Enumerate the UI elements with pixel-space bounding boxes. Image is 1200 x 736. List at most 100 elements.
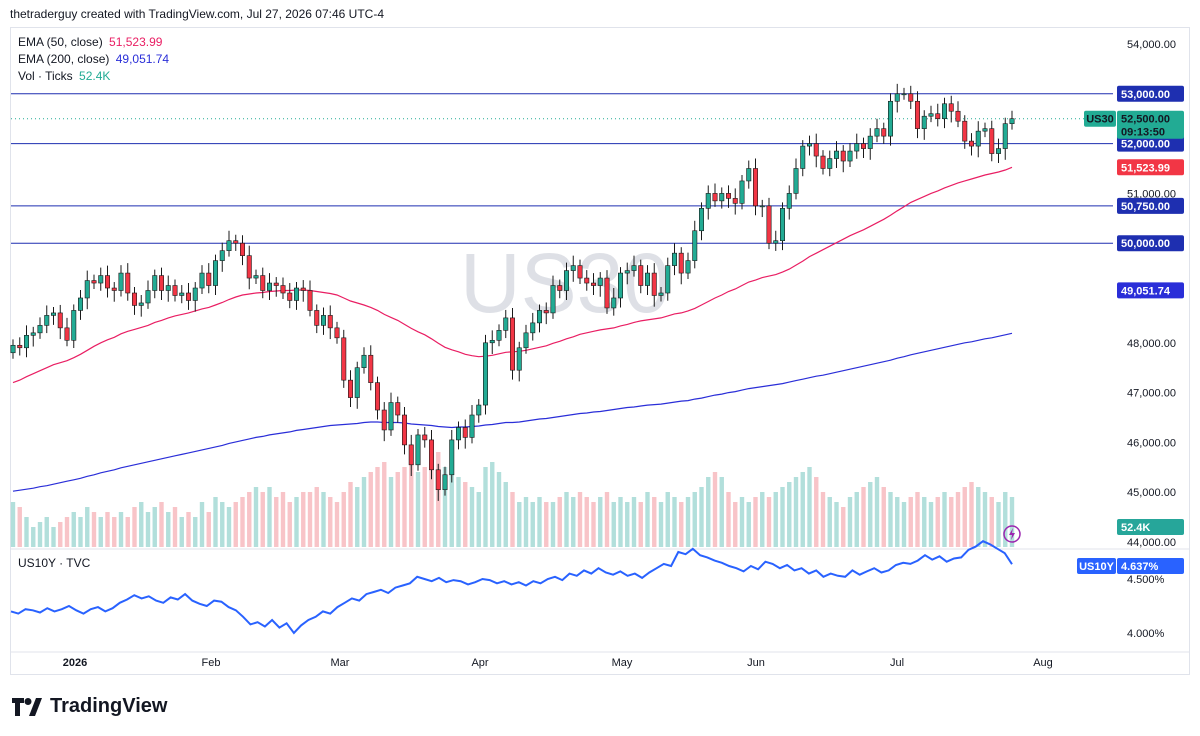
volume-bar bbox=[955, 492, 961, 547]
legend-volume[interactable]: Vol · Ticks 52.4K bbox=[18, 69, 110, 83]
volume-bar bbox=[706, 477, 711, 547]
level-badge-bg bbox=[1117, 135, 1184, 152]
us10y-value-badge-bg bbox=[1117, 558, 1184, 574]
candle-body bbox=[651, 272, 657, 296]
ema50-badge-bg bbox=[1117, 159, 1184, 176]
candle-body bbox=[327, 315, 333, 329]
volume-bar bbox=[922, 497, 927, 547]
candle-body bbox=[489, 340, 495, 344]
candle-body bbox=[368, 354, 374, 383]
candle-body bbox=[861, 143, 866, 149]
yield-tick-label: 4.000% bbox=[1127, 628, 1165, 640]
candle-body bbox=[510, 317, 515, 371]
candle-body bbox=[773, 240, 779, 244]
candle-body bbox=[483, 342, 488, 406]
volume-bar bbox=[901, 502, 907, 547]
volume-bar bbox=[233, 502, 238, 547]
candle-body bbox=[287, 292, 293, 301]
candle-body bbox=[638, 265, 644, 286]
candle-body bbox=[597, 277, 603, 286]
volume-bar bbox=[537, 497, 542, 547]
volume-bar bbox=[476, 492, 481, 547]
candle-body bbox=[111, 287, 117, 291]
candle-body bbox=[395, 402, 401, 416]
volume-bar bbox=[31, 527, 36, 547]
candle-body bbox=[51, 312, 56, 316]
volume-bar bbox=[206, 512, 211, 547]
volume-badge: 52.4K bbox=[1117, 519, 1184, 535]
candle-body bbox=[361, 354, 367, 368]
last-price-badge-bg bbox=[1117, 110, 1184, 139]
candle-body bbox=[577, 265, 583, 279]
level-badge: 52,000.00 bbox=[1117, 135, 1184, 152]
volume-bar bbox=[294, 497, 299, 547]
ema200-line bbox=[12, 332, 1013, 492]
volume-bar bbox=[577, 492, 583, 547]
volume-bar bbox=[395, 472, 400, 547]
time-tick-label: Mar bbox=[331, 657, 350, 669]
volume-bar bbox=[64, 517, 70, 547]
live-icon-bolt bbox=[1009, 528, 1015, 540]
candle-body bbox=[618, 272, 623, 299]
volume-bar bbox=[550, 502, 556, 547]
level-badge: 50,750.00 bbox=[1117, 197, 1184, 214]
volume-bar bbox=[125, 517, 130, 547]
tradingview-brand[interactable]: TradingView bbox=[12, 695, 167, 718]
legend-us10y[interactable]: US10Y · TVC bbox=[18, 556, 90, 570]
volume-bar bbox=[760, 492, 765, 547]
candle-body bbox=[213, 260, 218, 286]
candle-body bbox=[476, 404, 482, 416]
candle-body bbox=[530, 322, 536, 334]
candle-body bbox=[71, 310, 77, 341]
volume-bar bbox=[51, 527, 56, 547]
volume-bar bbox=[429, 462, 434, 547]
candle-body bbox=[341, 337, 347, 381]
ema50-badge-text: 51,523.99 bbox=[1121, 162, 1170, 174]
time-tick-label: Jun bbox=[747, 657, 765, 669]
level-badge-text: 52,000.00 bbox=[1121, 139, 1170, 151]
volume-bar bbox=[962, 487, 967, 547]
candle-body bbox=[854, 143, 860, 152]
candle-body bbox=[415, 434, 421, 466]
volume-bar bbox=[996, 502, 1001, 547]
volume-bar bbox=[780, 487, 785, 547]
candle-body bbox=[233, 240, 239, 244]
us10y-value-badge: 4.637% bbox=[1117, 558, 1184, 574]
us10y-symbol-chip: US10Y bbox=[1077, 558, 1116, 574]
legend-ema50-label: EMA (50, close) bbox=[18, 35, 103, 49]
volume-bar bbox=[807, 467, 812, 547]
volume-bar bbox=[422, 467, 427, 547]
ema50-badge: 51,523.99 bbox=[1117, 159, 1184, 176]
candle-body bbox=[955, 110, 961, 122]
volume-bar bbox=[685, 497, 691, 547]
candle-body bbox=[125, 272, 131, 294]
last-price-badge-text: 09:13:50 bbox=[1121, 127, 1165, 139]
volume-bar bbox=[787, 482, 792, 547]
volume-bar bbox=[712, 472, 718, 547]
volume-bar bbox=[314, 487, 319, 547]
candle-body bbox=[685, 260, 691, 274]
candle-body bbox=[105, 275, 110, 289]
volume-bar bbox=[287, 502, 292, 547]
candle-body bbox=[381, 409, 387, 431]
volume-bar bbox=[456, 477, 461, 547]
volume-bar bbox=[220, 502, 225, 547]
volume-bar bbox=[37, 522, 43, 547]
legend-ema50-value: 51,523.99 bbox=[109, 35, 163, 49]
volume-bar bbox=[307, 492, 313, 547]
volume-bar bbox=[733, 502, 738, 547]
legend-ema50[interactable]: EMA (50, close) 51,523.99 bbox=[18, 35, 162, 49]
candle-body bbox=[260, 275, 266, 291]
volume-bar bbox=[949, 497, 954, 547]
candle-body bbox=[449, 439, 455, 476]
volume-bar bbox=[85, 507, 90, 547]
attribution-text: thetraderguy created with TradingView.co… bbox=[10, 7, 384, 21]
candle-body bbox=[753, 168, 758, 207]
candle-body bbox=[10, 344, 16, 354]
volume-bar bbox=[496, 472, 502, 547]
candle-body bbox=[422, 434, 428, 441]
legend-ema200[interactable]: EMA (200, close) 49,051.74 bbox=[18, 52, 169, 66]
chart-frame bbox=[10, 27, 1190, 675]
volume-bar bbox=[517, 502, 522, 547]
